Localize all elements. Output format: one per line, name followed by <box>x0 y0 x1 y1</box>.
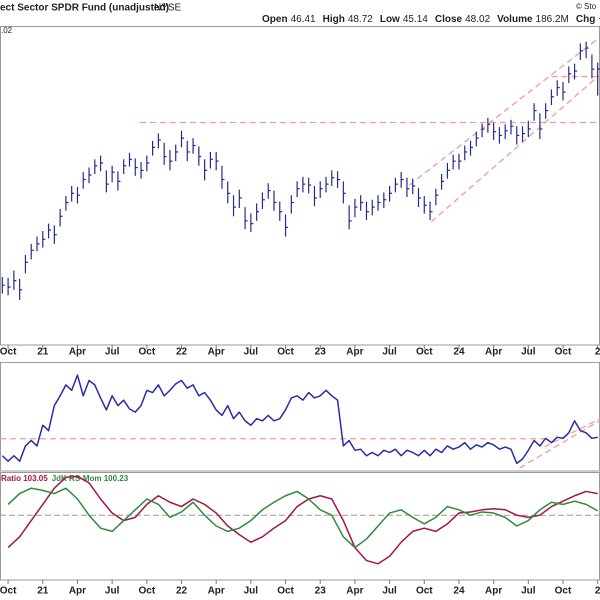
stat-label: Low <box>380 14 400 25</box>
x-tick-label: Apr <box>485 347 502 358</box>
x-tick-label: Apr <box>208 586 225 597</box>
x-tick-label: Jul <box>244 586 259 597</box>
x-tick-label: Oct <box>416 586 433 597</box>
panel <box>0 475 600 565</box>
stat-value: 48.02 <box>465 14 490 25</box>
x-tick-label: Oct <box>555 586 572 597</box>
x-tick-label: 24 <box>453 347 465 358</box>
stat-label: Chg <box>576 14 595 25</box>
corner-label: .02 <box>1 26 13 35</box>
x-tick-label: Oct <box>555 347 572 358</box>
x-tick-label: Apr <box>69 347 86 358</box>
credit: © Sto <box>576 2 597 11</box>
x-tick-label: Jul <box>105 347 120 358</box>
x-tick-label: Apr <box>346 347 363 358</box>
stat-value: 45.14 <box>403 14 428 25</box>
stat-value: 48.72 <box>348 14 373 25</box>
series-line <box>1 374 598 465</box>
x-tick-label: Oct <box>0 347 17 358</box>
x-tick-label: Oct <box>138 347 155 358</box>
legend-entry: JdK RS-Mom 100.23 <box>52 474 129 483</box>
exchange: NYSE <box>154 3 182 14</box>
x-tick-label: Apr <box>485 586 502 597</box>
x-tick-label: Oct <box>138 586 155 597</box>
x-tick-label: Oct <box>416 347 433 358</box>
legend: Ratio 103.05 JdK RS-Mom 100.23 <box>1 474 129 483</box>
x-tick-label: 24 <box>453 586 465 597</box>
x-tick-label: Jul <box>382 586 397 597</box>
legend-entry: Ratio 103.05 <box>1 474 48 483</box>
x-tick-label: 21 <box>37 347 49 358</box>
stat-label: High <box>323 14 345 25</box>
x-tick-label: Oct <box>277 586 294 597</box>
x-tick-label: Jul <box>521 347 536 358</box>
x-tick-label: 22 <box>176 347 188 358</box>
x-tick-label: 21 <box>37 586 49 597</box>
panel <box>1 38 600 300</box>
x-tick-label: Jul <box>105 586 120 597</box>
x-tick-label: 2 <box>595 586 600 597</box>
stat-label: Volume <box>497 14 533 25</box>
chart-title: ect Sector SPDR Fund (unadjusted) <box>0 3 169 14</box>
trendline <box>519 419 600 469</box>
x-tick-label: Oct <box>277 347 294 358</box>
x-tick-label: 23 <box>315 586 327 597</box>
x-tick-label: Oct <box>0 586 17 597</box>
x-tick-label: 22 <box>176 586 188 597</box>
stats-line: Open 46.41 High 48.72 Low 45.14 Close 48.02 Volu… <box>262 14 600 25</box>
x-tick-label: 2 <box>595 347 600 358</box>
x-tick-label: Apr <box>208 347 225 358</box>
x-tick-label: Jul <box>244 347 259 358</box>
stat-value: +1. <box>598 14 600 25</box>
series-line <box>7 475 598 565</box>
stat-label: Close <box>435 14 463 25</box>
x-tick-label: Jul <box>382 347 397 358</box>
stat-value: 46.41 <box>291 14 316 25</box>
x-tick-label: 23 <box>315 347 327 358</box>
panel <box>0 374 600 469</box>
trendline <box>430 74 600 223</box>
trendline <box>544 417 600 448</box>
x-tick-label: Apr <box>346 586 363 597</box>
stat-label: Open <box>262 14 288 25</box>
x-tick-label: Apr <box>69 586 86 597</box>
x-tick-label: Jul <box>521 586 536 597</box>
stat-value: 186.2M <box>536 14 569 25</box>
series-line <box>7 487 599 549</box>
